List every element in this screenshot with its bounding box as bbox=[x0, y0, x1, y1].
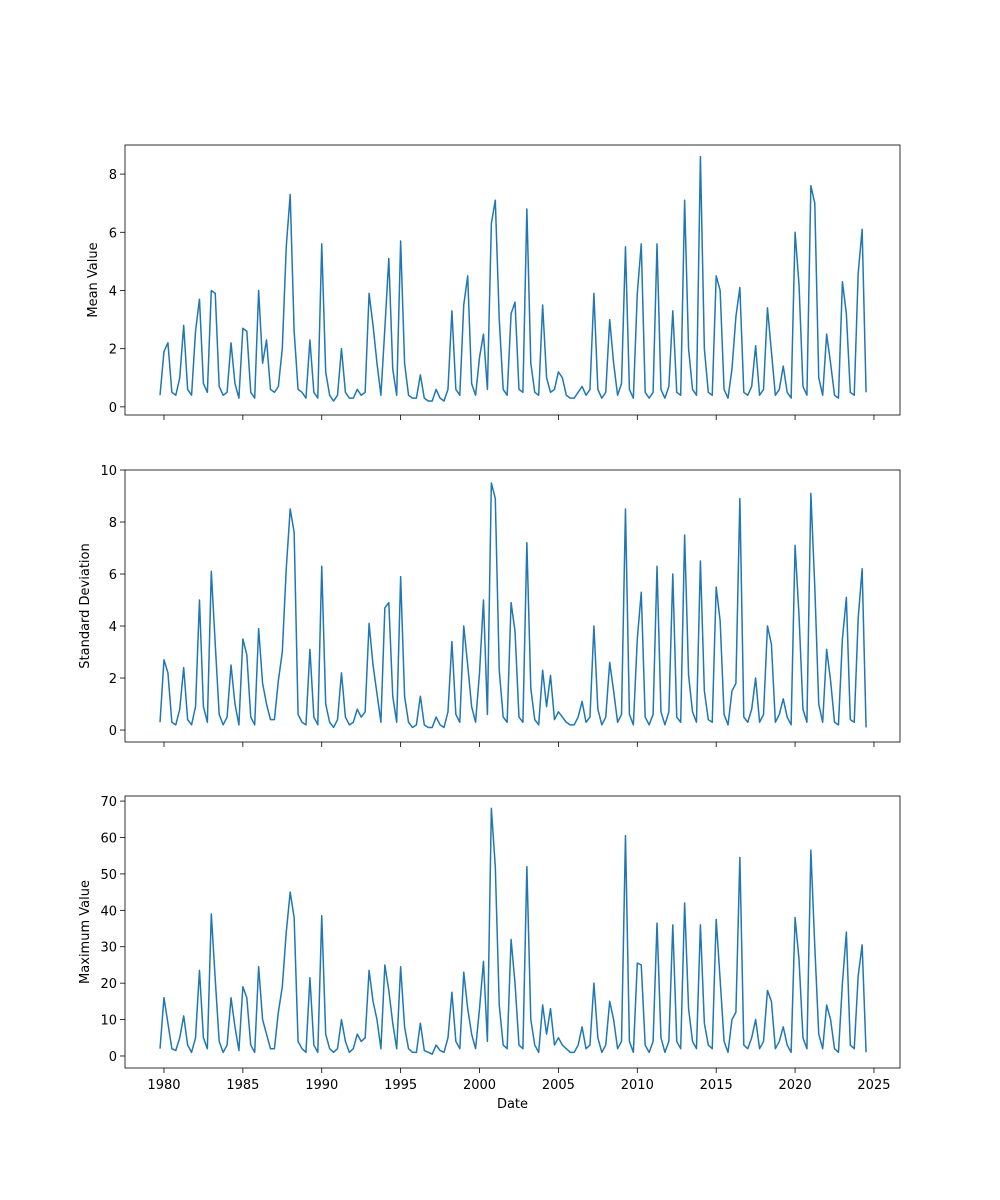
y-axis-label: Standard Deviation bbox=[78, 543, 93, 668]
y-tick-label: 20 bbox=[100, 977, 117, 992]
x-tick-label: 2000 bbox=[463, 1078, 496, 1093]
y-tick-label: 8 bbox=[109, 168, 117, 183]
axes-frame bbox=[124, 144, 901, 416]
x-tick-label: 2005 bbox=[542, 1078, 575, 1093]
y-tick-label: 40 bbox=[100, 904, 117, 919]
y-tick-label: 30 bbox=[100, 941, 117, 956]
x-tick-label: 2015 bbox=[700, 1078, 733, 1093]
x-axis-label: Date bbox=[497, 1097, 528, 1112]
y-axis-label: Maximum Value bbox=[78, 880, 93, 984]
y-tick-label: 6 bbox=[109, 226, 117, 241]
x-tick-label: 1985 bbox=[226, 1078, 259, 1093]
y-tick-label: 4 bbox=[109, 620, 117, 635]
x-tick-label: 2020 bbox=[779, 1078, 812, 1093]
y-tick-label: 2 bbox=[109, 672, 117, 687]
y-axis-label: Mean Value bbox=[86, 242, 101, 317]
y-tick-label: 10 bbox=[100, 1014, 117, 1029]
data-line bbox=[159, 807, 867, 1055]
data-line bbox=[159, 155, 867, 402]
y-tick-label: 4 bbox=[109, 284, 117, 299]
y-tick-label: 50 bbox=[100, 868, 117, 883]
y-tick-label: 0 bbox=[109, 1050, 117, 1065]
y-tick-label: 0 bbox=[109, 401, 117, 416]
y-tick-label: 2 bbox=[109, 343, 117, 358]
y-tick-label: 0 bbox=[109, 724, 117, 739]
x-tick-label: 2025 bbox=[857, 1078, 890, 1093]
x-tick-label: 1995 bbox=[384, 1078, 417, 1093]
y-tick-label: 60 bbox=[100, 832, 117, 847]
axes-frame bbox=[124, 469, 901, 743]
y-tick-label: 70 bbox=[100, 795, 117, 810]
y-tick-label: 6 bbox=[109, 568, 117, 583]
x-tick-label: 1980 bbox=[147, 1078, 180, 1093]
x-tick-label: 2010 bbox=[621, 1078, 654, 1093]
data-line bbox=[159, 482, 867, 729]
axes-frame bbox=[124, 795, 901, 1069]
x-tick-label: 1990 bbox=[305, 1078, 338, 1093]
y-tick-label: 8 bbox=[109, 516, 117, 531]
y-tick-label: 10 bbox=[100, 464, 117, 479]
